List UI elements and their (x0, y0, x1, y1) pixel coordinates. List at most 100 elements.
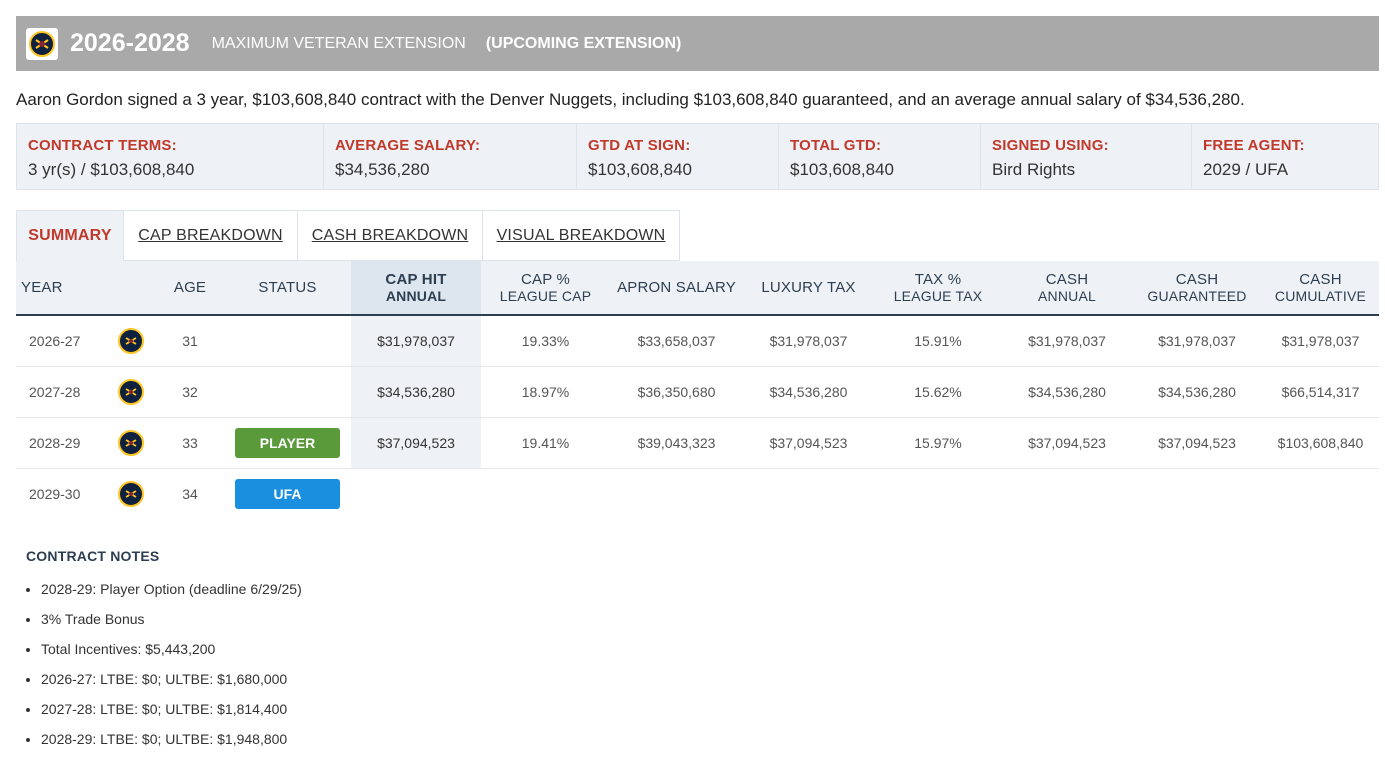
row-empty (481, 468, 610, 519)
term-label: FREE AGENT: (1203, 137, 1305, 154)
contract-table: YEAR AGE STATUS CAP HIT ANNUAL CAP % LEAGU… (16, 261, 1379, 519)
note-item: 2026-27: LTBE: $0; ULTBE: $1,680,000 (41, 668, 302, 698)
row-lux-tax: $34,536,280 (769, 383, 848, 400)
extension-type: MAXIMUM VETERAN EXTENSION (211, 34, 466, 52)
row-cash-gtd: $34,536,280 (1158, 383, 1236, 400)
term-gtd-at-sign: GTD AT SIGN: $103,608,840 (577, 124, 779, 189)
row-lux-tax: $31,978,037 (769, 332, 848, 349)
term-value: $103,608,840 (790, 160, 894, 179)
row-cash: $31,978,037 (1028, 332, 1106, 349)
breakdown-tabs: SUMMARY CAP BREAKDOWN CASH BREAKDOWN VIS… (16, 210, 680, 261)
note-item: 2028-29: LTBE: $0; ULTBE: $1,948,800 (41, 728, 302, 758)
row-cash: $37,094,523 (1028, 434, 1106, 451)
nuggets-logo-icon[interactable] (118, 378, 144, 405)
team-logo-cell (106, 468, 156, 519)
table-header-row: YEAR AGE STATUS CAP HIT ANNUAL CAP % LEAGU… (16, 261, 1379, 315)
col-cash-cum-sub: CUMULATIVE (1274, 287, 1367, 304)
col-age[interactable]: AGE (173, 279, 207, 296)
note-item: Total Incentives: $5,443,200 (41, 638, 302, 668)
row-empty (1002, 468, 1132, 519)
nuggets-logo-icon[interactable] (118, 327, 144, 354)
row-status: UFA (224, 468, 351, 519)
term-total-gtd: TOTAL GTD: $103,608,840 (779, 124, 981, 189)
col-cap-hit-title: CAP HIT (385, 270, 447, 288)
term-value: 3 yr(s) / $103,608,840 (28, 160, 195, 179)
term-value: $34,536,280 (335, 160, 430, 179)
col-cap-pct-title: CAP % (520, 270, 571, 288)
col-cap-hit[interactable]: CAP HIT ANNUAL (351, 261, 481, 315)
table-row: 2029-30 34 UFA (16, 468, 1379, 519)
row-cap-pct: 19.41% (521, 434, 570, 451)
term-label: CONTRACT TERMS: (28, 137, 177, 154)
row-status (224, 315, 351, 366)
row-tax-pct: 15.97% (914, 434, 962, 451)
row-tax-pct: 15.62% (914, 383, 962, 400)
col-cash-guaranteed[interactable]: CASH GUARANTEED (1132, 261, 1262, 315)
col-cash-annual[interactable]: CASH ANNUAL (1002, 261, 1132, 315)
nuggets-logo-icon[interactable] (118, 480, 144, 507)
tab-visual-breakdown[interactable]: VISUAL BREAKDOWN (483, 210, 680, 261)
contract-terms-box: CONTRACT TERMS: 3 yr(s) / $103,608,840 A… (16, 123, 1379, 190)
table-row: 2026-27 31 $31,978,037 19.33% $33,658,03… (16, 315, 1379, 366)
row-age: 32 (182, 383, 198, 400)
row-age: 34 (182, 485, 198, 502)
col-tax-pct[interactable]: TAX % LEAGUE TAX (874, 261, 1002, 315)
row-cap-pct: 19.33% (521, 332, 570, 349)
row-cash-cum: $66,514,317 (1281, 383, 1360, 400)
row-cash-gtd: $37,094,523 (1158, 434, 1236, 451)
col-luxury-tax[interactable]: LUXURY TAX (761, 279, 856, 296)
contract-summary: Aaron Gordon signed a 3 year, $103,608,8… (16, 90, 1245, 109)
row-year: 2026-27 (29, 332, 81, 349)
term-value: $103,608,840 (588, 160, 692, 179)
col-cash-sub: ANNUAL (1038, 287, 1096, 304)
note-item: 2028-29: Player Option (deadline 6/29/25… (41, 578, 302, 608)
row-lux-tax: $37,094,523 (769, 434, 848, 451)
row-cash-cum: $31,978,037 (1281, 332, 1360, 349)
col-year[interactable]: YEAR (21, 279, 63, 296)
col-apron-salary[interactable]: APRON SALARY (617, 279, 736, 296)
team-logo-cell (106, 366, 156, 417)
contract-years: 2026-2028 (70, 29, 190, 57)
note-item: 3% Trade Bonus (41, 608, 302, 638)
extension-status: (UPCOMING EXTENSION) (485, 34, 682, 52)
term-label: AVERAGE SALARY: (335, 137, 481, 154)
ufa-badge: UFA (235, 478, 340, 509)
row-tax-pct: 15.91% (914, 332, 962, 349)
col-status[interactable]: STATUS (258, 279, 317, 296)
col-cash-cumulative[interactable]: CASH CUMULATIVE (1262, 261, 1379, 315)
row-year: 2028-29 (29, 434, 81, 451)
nuggets-logo-icon (26, 27, 58, 60)
row-empty (1132, 468, 1262, 519)
player-option-badge: PLAYER (235, 427, 340, 458)
row-cap-hit: $31,978,037 (351, 315, 481, 366)
col-cash-cum-title: CASH (1299, 270, 1342, 288)
term-average-salary: AVERAGE SALARY: $34,536,280 (324, 124, 577, 189)
contract-notes-title: CONTRACT NOTES (26, 548, 160, 564)
extension-header: 2026-2028 MAXIMUM VETERAN EXTENSION (UPC… (16, 16, 1379, 71)
term-signed-using: SIGNED USING: Bird Rights (981, 124, 1192, 189)
row-cash: $34,536,280 (1028, 383, 1106, 400)
term-label: SIGNED USING: (992, 137, 1109, 154)
term-label: GTD AT SIGN: (588, 137, 691, 154)
col-cash-title: CASH (1045, 270, 1089, 288)
row-year: 2027-28 (29, 383, 81, 400)
col-cap-pct-sub: LEAGUE CAP (499, 287, 592, 304)
col-cap-pct[interactable]: CAP % LEAGUE CAP (481, 261, 610, 315)
tab-cash-breakdown[interactable]: CASH BREAKDOWN (298, 210, 483, 261)
row-cash-gtd: $31,978,037 (1158, 332, 1236, 349)
term-value: 2029 / UFA (1203, 160, 1289, 179)
tab-summary[interactable]: SUMMARY (16, 210, 124, 261)
contract-table-wrap: YEAR AGE STATUS CAP HIT ANNUAL CAP % LEAGU… (16, 261, 1379, 519)
team-logo-cell (106, 315, 156, 366)
row-year: 2029-30 (29, 485, 81, 502)
row-apron: $39,043,323 (637, 434, 716, 451)
row-empty (610, 468, 743, 519)
row-empty (1262, 468, 1379, 519)
term-label: TOTAL GTD: (790, 137, 882, 154)
nuggets-logo-icon[interactable] (118, 429, 144, 456)
tab-cap-breakdown[interactable]: CAP BREAKDOWN (124, 210, 298, 261)
table-row: 2028-29 33 PLAYER $37,094,523 19.41% $39… (16, 417, 1379, 468)
row-empty (874, 468, 1002, 519)
col-cash-gtd-title: CASH (1175, 270, 1219, 288)
row-age: 33 (182, 434, 198, 451)
